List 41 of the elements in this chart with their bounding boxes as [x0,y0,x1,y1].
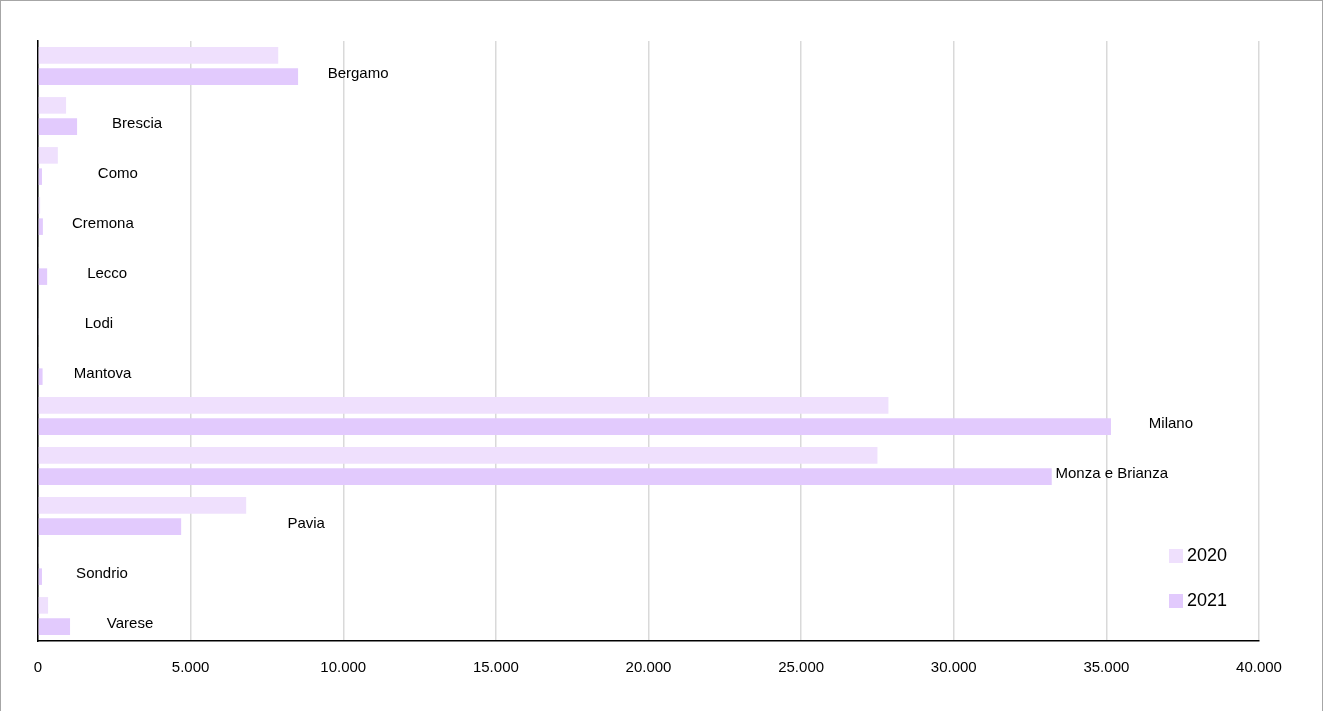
x-tick-label: 20.000 [625,658,672,676]
bar [38,447,878,464]
y-tick-label: Milano [1148,414,1194,432]
y-tick-label: Como [97,164,138,182]
bar [38,47,279,64]
y-tick-label: Bergamo [327,64,389,82]
bar [38,118,78,135]
bar [38,397,889,414]
bar [38,368,43,385]
y-tick-label: Cremona [72,214,135,232]
legend-label: 2020 [1187,544,1228,565]
x-tick-label: 25.000 [778,658,825,676]
bar [38,618,71,635]
bar [38,597,49,614]
bar [38,497,247,514]
x-tick-label: 30.000 [930,658,977,676]
bar [38,168,42,185]
x-tick-label: 15.000 [472,658,519,676]
bar [38,418,1111,435]
bar [38,97,67,114]
y-tick-label: Varese [106,614,154,632]
bar [38,147,58,164]
x-tick-label: 5.000 [171,658,210,676]
bar [38,68,299,85]
y-tick-label: Lecco [87,264,128,282]
x-tick-label: 40.000 [1236,658,1282,676]
bar [38,518,182,535]
x-tick-label: 35.000 [1083,658,1130,676]
y-tick-label: Pavia [287,514,326,532]
y-tick-label: Monza e Brianza [1055,464,1169,482]
y-tick-label: Mantova [73,364,132,382]
y-tick-label: Brescia [112,114,163,132]
bar [38,568,42,585]
x-tick-label: 0 [33,658,43,676]
y-tick-label: Lodi [84,314,114,332]
x-tick-label: 10.000 [320,658,367,676]
bar [38,468,1052,485]
bar [38,268,48,285]
bar [38,218,43,235]
y-tick-label: Sondrio [76,564,128,582]
legend-label: 2021 [1187,589,1228,610]
